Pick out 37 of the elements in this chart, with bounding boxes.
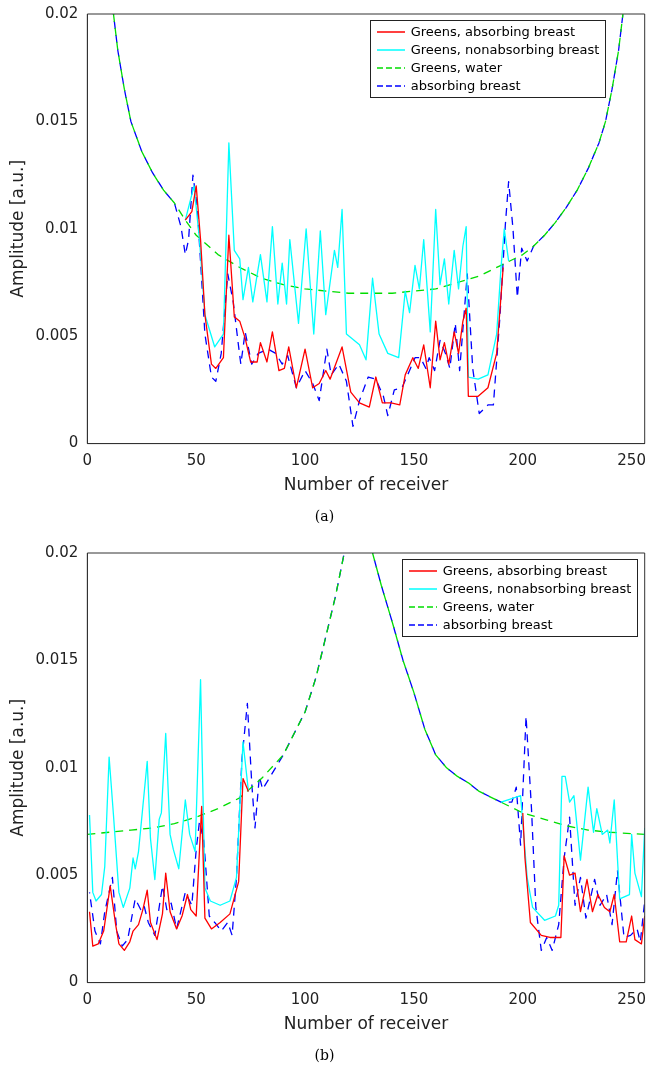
x-tick-label: 100 xyxy=(290,451,320,470)
x-tick-label: 150 xyxy=(399,990,429,1009)
legend-label: Greens, water xyxy=(410,59,503,77)
y-tick-label: 0.01 xyxy=(44,218,79,237)
y-tick-label: 0.01 xyxy=(44,757,79,776)
y-tick-label: 0 xyxy=(68,972,79,991)
x-tick-label: 200 xyxy=(508,451,538,470)
y-tick-label: 0.02 xyxy=(44,3,79,22)
legend-label: Greens, absorbing breast xyxy=(442,562,608,580)
y-tick-label: 0 xyxy=(68,433,79,452)
x-tick-label: 0 xyxy=(82,990,93,1009)
x-tick-label: 50 xyxy=(186,451,206,470)
x-tick-label: 150 xyxy=(399,451,429,470)
y-axis-title: Amplitude [a.u.] xyxy=(6,698,27,837)
y-tick-label: 0.005 xyxy=(35,865,79,884)
x-tick-label: 250 xyxy=(617,990,646,1009)
text: (a) xyxy=(313,508,336,524)
y-tick-label: 0.015 xyxy=(35,111,79,130)
legend-label: Greens, nonabsorbing breast xyxy=(442,580,632,598)
y-axis-title: Amplitude [a.u.] xyxy=(6,159,27,298)
x-tick-label: 50 xyxy=(186,990,206,1009)
x-axis-title: Number of receiver xyxy=(283,474,449,495)
legend-label: Greens, absorbing breast xyxy=(410,23,576,41)
line-series xyxy=(112,14,624,294)
x-tick-label: 0 xyxy=(82,451,93,470)
y-tick-label: 0.015 xyxy=(35,650,79,669)
x-tick-label: 100 xyxy=(290,990,320,1009)
legend-label: absorbing breast xyxy=(410,77,521,95)
x-axis-title: Number of receiver xyxy=(283,1013,449,1034)
legend-label: absorbing breast xyxy=(442,616,553,634)
legend-label: Greens, water xyxy=(442,598,535,616)
y-tick-label: 0.02 xyxy=(44,542,79,561)
x-tick-label: 250 xyxy=(617,451,646,470)
y-tick-label: 0.005 xyxy=(35,326,79,345)
text: (b) xyxy=(313,1047,336,1063)
x-tick-label: 200 xyxy=(508,990,538,1009)
legend-label: Greens, nonabsorbing breast xyxy=(410,41,600,59)
